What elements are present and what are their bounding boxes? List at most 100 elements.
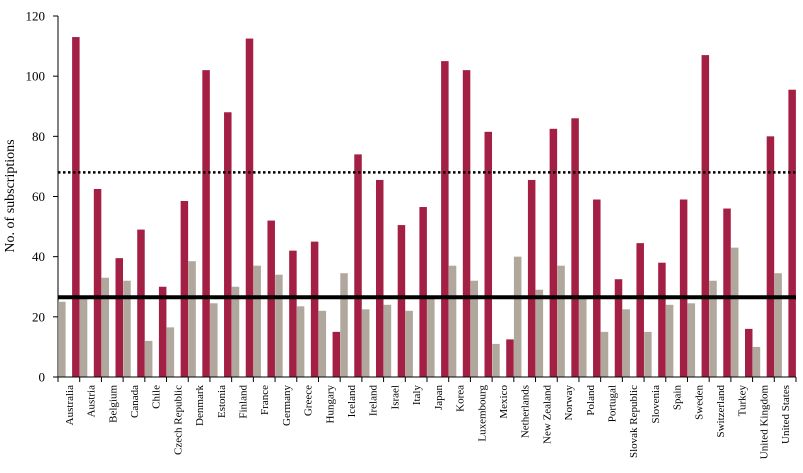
bar [79, 298, 88, 377]
x-tick-label: France [259, 385, 271, 415]
bar [58, 301, 66, 377]
bar [766, 136, 775, 377]
x-tick-label: Turkey [737, 385, 749, 417]
bar [245, 38, 254, 377]
x-tick-label: Luxembourg [476, 385, 488, 442]
bar [383, 304, 392, 377]
bar [709, 280, 717, 377]
x-tick-label: United States [780, 385, 792, 444]
bar [636, 243, 644, 377]
bar [332, 331, 341, 377]
bar [549, 128, 558, 377]
x-tick-label: Chile [151, 385, 163, 409]
bar [470, 280, 479, 377]
bar [441, 61, 449, 377]
bar [310, 241, 319, 377]
bar [701, 55, 710, 377]
bar [535, 289, 544, 377]
x-tick-label: United Kingdom [758, 385, 770, 460]
bar [774, 273, 782, 377]
x-tick-label: Mexico [498, 385, 510, 419]
bar [557, 265, 565, 377]
bar [101, 277, 110, 377]
bar [600, 331, 609, 377]
bar [614, 279, 623, 377]
bar [289, 250, 297, 377]
x-tick-label: New Zealand [541, 385, 553, 444]
x-tick-label: Estonia [216, 385, 228, 418]
x-tick-label: Netherlands [520, 385, 532, 438]
reference-lines [58, 171, 796, 300]
x-tick-label: Finland [238, 385, 250, 419]
bar [231, 286, 240, 377]
y-tick-label: 0 [39, 370, 46, 385]
y-tick-label: 100 [26, 69, 46, 84]
bar [462, 70, 471, 378]
bar [375, 179, 384, 377]
bar [644, 331, 652, 377]
y-tick-label: 20 [32, 309, 45, 324]
bar [527, 179, 536, 377]
bar [484, 131, 493, 377]
bar [513, 256, 522, 377]
x-tick-label: Norway [563, 385, 575, 421]
series-1 [58, 247, 782, 377]
bars [58, 37, 796, 378]
x-tick-label: Belgium [107, 385, 119, 423]
y-tick-label: 60 [32, 189, 45, 204]
series-2 [72, 37, 796, 378]
bar [253, 265, 261, 377]
bar [202, 70, 210, 378]
bar [730, 247, 739, 377]
y-tick-label: 40 [32, 249, 45, 264]
x-tick-label: Italy [411, 385, 423, 406]
x-tick-label: Ireland [368, 385, 380, 417]
bar [318, 310, 327, 377]
bar [419, 207, 427, 377]
bar [744, 328, 753, 377]
bar [72, 37, 80, 377]
bar [665, 304, 674, 377]
x-tick-label: Czech Republic [172, 385, 184, 455]
x-tick-label: Korea [455, 385, 467, 412]
bar [679, 199, 688, 377]
x-tick-label: Sweden [693, 385, 705, 420]
bar [397, 225, 406, 377]
x-tick-label: Denmark [194, 385, 206, 426]
bar [115, 258, 124, 377]
bar [188, 261, 196, 377]
x-tick-label: Spain [672, 385, 684, 411]
y-axis: 0 20 40 60 80 100 120 [26, 9, 59, 385]
bar [361, 309, 370, 377]
bar [144, 340, 153, 377]
x-tick-label: Portugal [607, 385, 619, 422]
x-tick-label: Israel [389, 385, 401, 409]
bar [427, 295, 435, 377]
bar [123, 280, 131, 377]
bar [579, 298, 587, 377]
bar [448, 265, 457, 377]
x-tick-label: Austria [86, 385, 98, 418]
y-tick-label: 80 [32, 129, 45, 144]
bar [788, 89, 796, 378]
y-tick-label: 120 [26, 9, 46, 24]
x-tick-label: Switzerland [715, 385, 727, 438]
bar [210, 303, 218, 377]
bar [180, 201, 189, 377]
x-tick-label: Japan [433, 385, 445, 411]
bar [506, 339, 514, 377]
bar [158, 286, 167, 377]
x-tick-label: Australia [64, 385, 76, 425]
bar [593, 199, 601, 377]
bar [224, 112, 232, 378]
bar [166, 327, 175, 377]
bar [571, 118, 579, 378]
bar [492, 343, 500, 377]
x-axis: Australia Austria Belgium Canada Chile Czech … [57, 376, 797, 460]
bar [354, 154, 362, 377]
bar [405, 310, 413, 377]
x-tick-label: Hungary [324, 385, 336, 424]
bar [687, 303, 696, 377]
y-axis-title: No. of subscriptions [3, 139, 18, 252]
